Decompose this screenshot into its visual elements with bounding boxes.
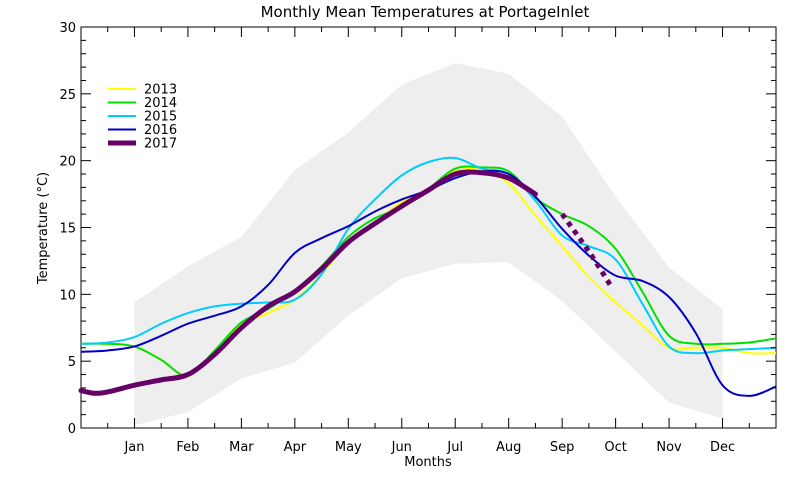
x-tick-label-nov: Nov	[656, 440, 682, 455]
y-tick-label: 5	[68, 355, 76, 370]
x-tick-label-mar: Mar	[229, 440, 254, 455]
y-tick-label: 25	[59, 88, 76, 103]
x-tick-label-may: May	[335, 440, 362, 455]
x-tick-label-jun: Jun	[391, 440, 412, 455]
series-line-2015	[80, 156, 777, 355]
legend-label-2014: 2014	[144, 96, 177, 111]
legend-label-2016: 2016	[144, 123, 177, 138]
series-line-2017-projection	[560, 212, 613, 287]
x-tick-label-feb: Feb	[176, 440, 199, 455]
x-axis-label: Months	[404, 455, 452, 470]
legend-label-2017: 2017	[144, 137, 177, 152]
y-tick-label: 30	[59, 21, 76, 36]
legend-label-2013: 2013	[144, 83, 177, 98]
historical-range-band	[134, 63, 723, 426]
x-tick-label-sep: Sep	[550, 440, 575, 455]
y-tick-label: 15	[59, 222, 76, 237]
y-tick-label: 10	[59, 288, 76, 303]
x-tick-label-jul: Jul	[446, 440, 463, 455]
series-line-2017	[78, 169, 538, 396]
x-tick-label-dec: Dec	[710, 440, 735, 455]
x-tick-label-apr: Apr	[284, 440, 307, 455]
legend-label-2015: 2015	[144, 110, 177, 125]
y-axis-label: Temperature (°C)	[36, 172, 51, 285]
chart-title: Monthly Mean Temperatures at PortageInle…	[261, 3, 590, 21]
x-tick-label-oct: Oct	[604, 440, 626, 455]
x-tick-label-aug: Aug	[496, 440, 521, 455]
y-tick-label: 0	[68, 422, 76, 437]
x-tick-label-jan: Jan	[123, 440, 144, 455]
y-tick-label: 20	[59, 155, 76, 170]
